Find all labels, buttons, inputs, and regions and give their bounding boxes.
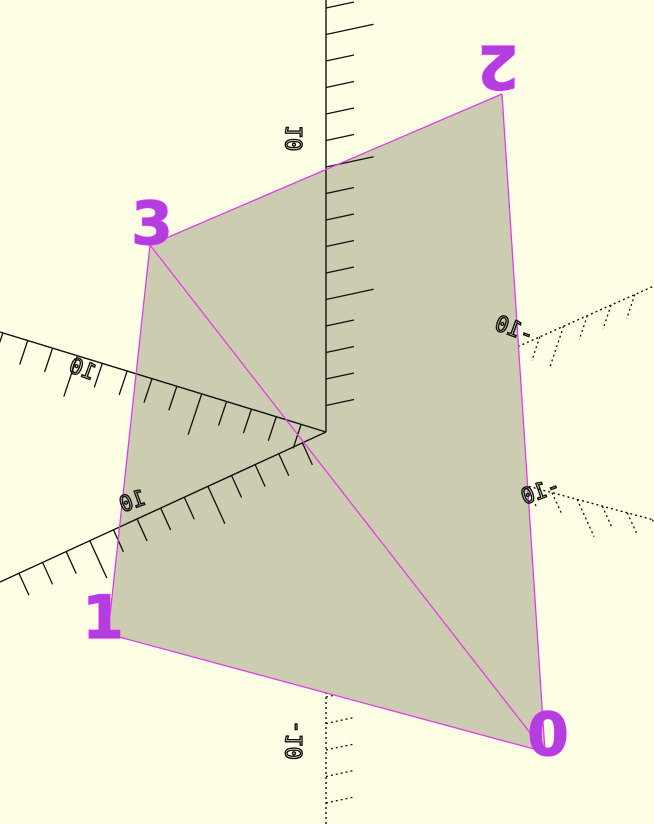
tick-y-neg-10 [576,499,595,538]
tick-y-pos-2 [278,453,290,477]
tick-y-pos-4 [230,475,243,498]
edge-2-3 [149,93,503,246]
edge-0-2 [501,93,546,753]
axis-y-positive [0,431,327,583]
positive-axes [0,0,374,596]
vertex-label-1: 1 [82,583,124,653]
tick-x-pos-13 [0,332,4,344]
tick-x-pos-9 [93,363,103,388]
tick-y-pos-13 [18,573,30,596]
tick-z-neg-14 [325,796,355,804]
tick-x-pos-11 [43,347,54,373]
axis-x-positive [0,331,327,433]
tick-z-pos-15 [325,23,374,36]
tick-z-pos-11 [325,133,355,142]
tick-x-pos-5 [187,393,203,435]
vertex-label-2: 2 [477,31,519,101]
tick-x-pos-8 [118,370,128,396]
tick-x-pos-2 [267,416,277,441]
face-triangle-a [108,245,545,752]
tick-z-pos-9 [325,186,355,195]
tick-z-neg-12 [325,743,355,751]
tick-z-pos-3 [325,345,355,354]
tick-z-pos-1 [325,398,355,407]
polygon-faces [108,94,545,752]
tick-x-pos-1 [292,424,302,449]
tick-x-neg-12 [602,304,612,330]
tick-y-neg-11 [601,505,613,529]
tick-z-pos-16 [325,1,355,9]
tick-y-pos-7 [160,507,172,531]
face-triangle-b [150,94,545,752]
tick-y-pos-5 [207,486,226,525]
tick-z-pos-14 [325,54,355,62]
axis-label-z-neg: -10 [283,720,308,760]
tick-z-pos-2 [325,372,355,380]
tick-y-pos-3 [254,464,266,487]
tick-x-pos-6 [168,386,178,411]
vertex-label-3: 3 [131,189,173,259]
tick-x-neg-11 [578,315,588,340]
tick-z-pos-12 [325,107,355,115]
tick-x-pos-12 [19,340,29,365]
tick-z-pos-6 [325,266,355,274]
tick-x-pos-4 [217,401,228,426]
tick-y-pos-11 [65,551,77,574]
tick-z-pos-10 [325,156,374,168]
edge-3-0 [149,244,546,753]
tick-z-neg-11 [325,716,355,725]
edge-3-1 [107,244,151,635]
tick-y-pos-6 [183,496,195,520]
tick-x-neg-9 [531,336,541,362]
tick-z-neg-13 [325,769,355,778]
tick-y-neg-8 [526,485,538,509]
tick-y-neg-9 [551,492,563,515]
polygon-edges [107,93,546,753]
tick-z-pos-5 [325,288,374,301]
tick-y-pos-10 [89,540,108,579]
tick-x-pos-7 [143,378,153,403]
edge-1-0 [107,633,546,753]
tick-x-neg-13 [626,294,636,319]
tick-z-pos-8 [325,213,355,221]
tick-x-pos-10 [63,355,79,397]
tick-x-pos-3 [242,408,253,434]
tick-y-pos-8 [136,518,148,542]
vertex-labels: 0 1 2 3 [82,30,570,770]
axis-label-z-pos: 10 [283,125,308,152]
tick-y-pos-12 [41,562,54,585]
axis-label-x-pos: 10 [65,354,98,387]
tick-z-pos-4 [325,319,355,327]
tick-z-pos-13 [325,80,355,89]
tick-y-neg-12 [626,512,638,536]
vertex-label-0: 0 [527,700,569,770]
tick-x-neg-10 [549,326,565,368]
tick-y-pos-1 [301,442,313,466]
tick-z-pos-7 [325,239,355,248]
